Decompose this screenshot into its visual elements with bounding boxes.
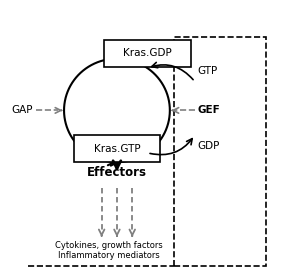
Text: Kras.GDP: Kras.GDP bbox=[123, 48, 172, 58]
Text: Kras.GTP: Kras.GTP bbox=[94, 143, 140, 153]
Text: GAP: GAP bbox=[11, 105, 33, 115]
FancyBboxPatch shape bbox=[74, 135, 160, 162]
FancyBboxPatch shape bbox=[105, 39, 191, 67]
Text: GDP: GDP bbox=[198, 141, 220, 151]
Text: Effectors: Effectors bbox=[87, 165, 147, 178]
Bar bbox=[174, 37, 266, 266]
Text: Cytokines, growth factors
Inflammatory mediators: Cytokines, growth factors Inflammatory m… bbox=[55, 241, 162, 260]
Text: GTP: GTP bbox=[198, 66, 218, 76]
Text: GEF: GEF bbox=[198, 105, 220, 115]
